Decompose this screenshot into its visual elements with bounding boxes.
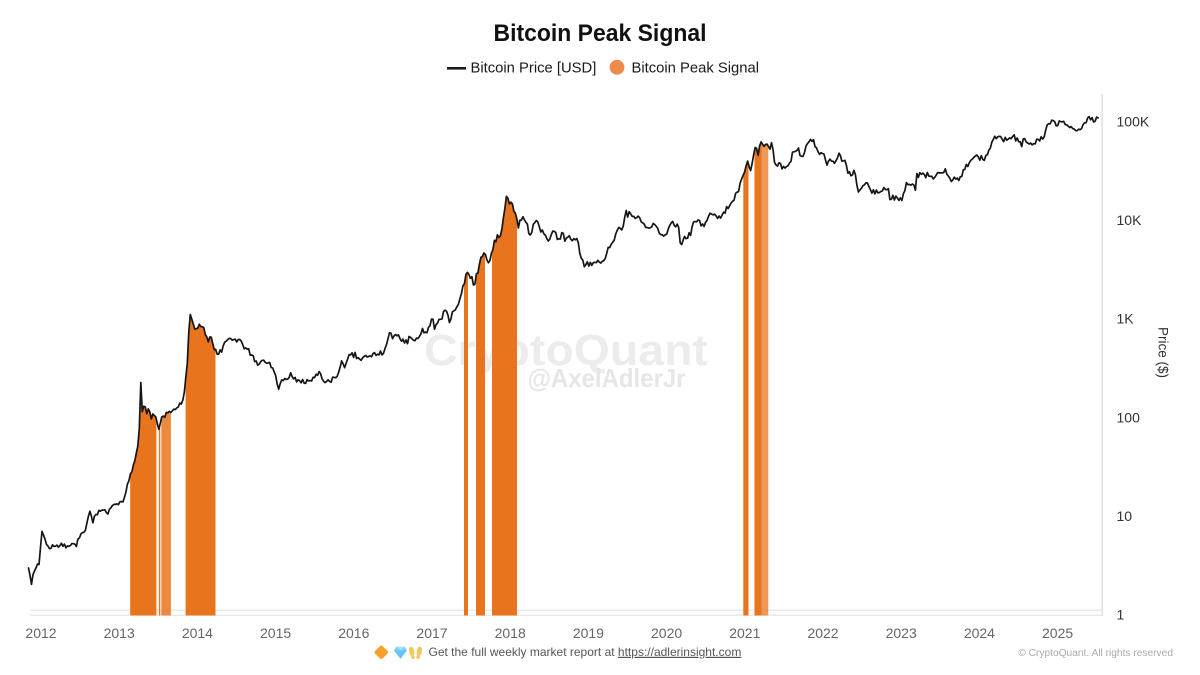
svg-text:2017: 2017 [416, 625, 447, 641]
svg-text:Price ($): Price ($) [1156, 327, 1171, 378]
svg-text:2021: 2021 [729, 625, 760, 641]
svg-text:2022: 2022 [807, 625, 838, 641]
svg-text:2025: 2025 [1042, 625, 1073, 641]
svg-text:10K: 10K [1117, 212, 1143, 228]
svg-text:2013: 2013 [104, 625, 135, 641]
svg-text:10: 10 [1117, 508, 1133, 524]
svg-text:@AxelAdlerJr: @AxelAdlerJr [528, 363, 686, 393]
svg-text:100K: 100K [1117, 114, 1150, 130]
svg-text:2018: 2018 [495, 625, 526, 641]
svg-text:Bitcoin Price [USD]: Bitcoin Price [USD] [471, 61, 597, 77]
svg-text:1: 1 [1117, 607, 1125, 623]
svg-text:2015: 2015 [260, 625, 291, 641]
svg-text:Bitcoin Peak Signal: Bitcoin Peak Signal [494, 20, 707, 47]
svg-text:© CryptoQuant. All rights rese: © CryptoQuant. All rights reserved [1018, 648, 1173, 659]
svg-text:2020: 2020 [651, 625, 682, 641]
svg-text:2016: 2016 [338, 625, 369, 641]
svg-text:2019: 2019 [573, 625, 604, 641]
svg-text:Get the full weekly market rep: Get the full weekly market report at htt… [429, 645, 742, 659]
svg-text:2012: 2012 [25, 625, 56, 641]
svg-text:2014: 2014 [182, 625, 213, 641]
svg-text:1K: 1K [1117, 311, 1135, 327]
svg-text:100: 100 [1117, 409, 1141, 425]
svg-text:CryptoQuant: CryptoQuant [424, 327, 708, 375]
svg-text:2023: 2023 [886, 625, 917, 641]
svg-text:2024: 2024 [964, 625, 995, 641]
svg-text:Bitcoin Peak Signal: Bitcoin Peak Signal [632, 61, 760, 77]
